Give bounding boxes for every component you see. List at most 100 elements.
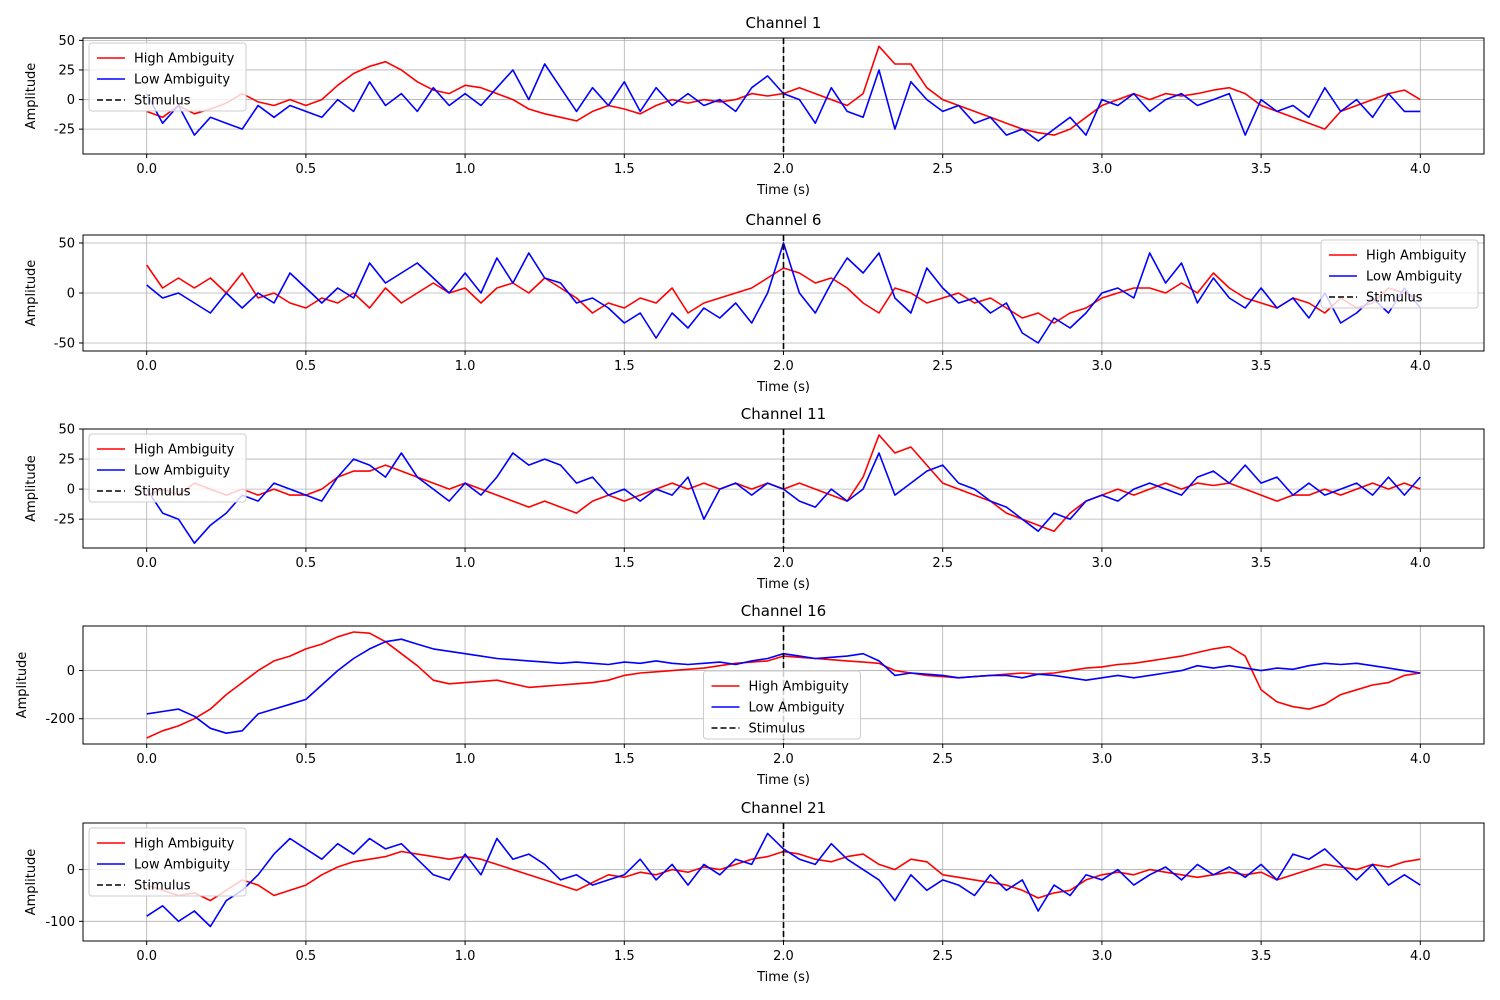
x-tick-label: 0.5	[296, 949, 317, 964]
series-line-low-ambiguity	[146, 242, 1421, 344]
y-tick-label: 50	[58, 237, 75, 252]
legend-label-low-ambiguity: Low Ambiguity	[134, 464, 230, 479]
y-tick-label: -200	[45, 712, 75, 727]
x-tick-label: 4.0	[1410, 359, 1431, 374]
chart-title: Channel 11	[741, 405, 826, 423]
x-axis-label: Time (s)	[756, 183, 810, 198]
y-tick-label: 0	[67, 483, 75, 498]
x-tick-label: 0.5	[296, 752, 317, 767]
x-tick-label: 3.0	[1092, 359, 1113, 374]
y-tick-label: 50	[58, 423, 75, 438]
x-tick-label: 1.0	[455, 752, 476, 767]
legend-box	[88, 42, 247, 112]
legend-label-stimulus: Stimulus	[134, 94, 191, 109]
legend-label-high-ambiguity: High Ambiguity	[134, 443, 235, 458]
x-tick-label: 2.5	[932, 949, 953, 964]
x-tick-label: 1.5	[614, 556, 635, 571]
legend: High Ambiguity Low Ambiguity Stimulus	[88, 42, 247, 112]
legend-box	[88, 827, 247, 897]
x-axis-label: Time (s)	[756, 773, 810, 788]
legend: High Ambiguity Low Ambiguity Stimulus	[88, 433, 247, 503]
x-tick-label: 2.0	[773, 359, 794, 374]
legend-label-low-ambiguity: Low Ambiguity	[1366, 270, 1462, 285]
y-tick-label: -100	[45, 915, 75, 930]
x-tick-label: 3.5	[1251, 752, 1272, 767]
x-tick-label: 3.0	[1092, 949, 1113, 964]
x-tick-label: 0.5	[296, 162, 317, 177]
x-tick-label: 1.5	[614, 949, 635, 964]
legend: High Ambiguity Low Ambiguity Stimulus	[1320, 239, 1479, 309]
x-tick-label: 1.0	[455, 359, 476, 374]
x-tick-label: 4.0	[1410, 752, 1431, 767]
y-axis-label: Amplitude	[15, 652, 30, 719]
x-tick-label: 0.0	[136, 752, 157, 767]
y-tick-label: 0	[67, 93, 75, 108]
legend-label-low-ambiguity: Low Ambiguity	[134, 858, 230, 873]
y-tick-label: 25	[58, 63, 75, 78]
legend: High Ambiguity Low Ambiguity Stimulus	[88, 827, 247, 897]
x-tick-label: 1.5	[614, 359, 635, 374]
y-tick-label: -25	[54, 513, 75, 528]
x-tick-label: 1.0	[455, 162, 476, 177]
y-tick-label: 25	[58, 453, 75, 468]
x-tick-label: 1.5	[614, 752, 635, 767]
y-axis-label: Amplitude	[24, 260, 39, 327]
chart-panel-2: 0.0 0.5 1.0 1.5 2.0 2.5 3.0 3.5 4.0 -50 0 50 Channel…	[24, 211, 1485, 395]
x-tick-label: 3.0	[1092, 162, 1113, 177]
x-tick-label: 0.0	[136, 949, 157, 964]
x-tick-label: 2.0	[773, 752, 794, 767]
x-axis-label: Time (s)	[756, 970, 810, 985]
chart-panel-4: 0.0 0.5 1.0 1.5 2.0 2.5 3.0 3.5 4.0 -200 0 Channel …	[15, 602, 1485, 788]
x-tick-label: 4.0	[1410, 949, 1431, 964]
x-tick-label: 0.5	[296, 556, 317, 571]
legend-label-high-ambiguity: High Ambiguity	[1366, 249, 1467, 264]
x-tick-label: 1.5	[614, 162, 635, 177]
legend: High Ambiguity Low Ambiguity Stimulus	[703, 670, 861, 740]
x-tick-label: 0.0	[136, 162, 157, 177]
legend-box	[1320, 239, 1479, 309]
chart-title: Channel 16	[741, 602, 826, 620]
legend-label-high-ambiguity: High Ambiguity	[749, 680, 850, 695]
chart-panel-5: 0.0 0.5 1.0 1.5 2.0 2.5 3.0 3.5 4.0 -100 0 Channel …	[24, 799, 1485, 985]
y-tick-label: -25	[54, 123, 75, 138]
x-tick-label: 3.5	[1251, 949, 1272, 964]
chart-title: Channel 1	[746, 14, 822, 32]
x-tick-label: 1.0	[455, 556, 476, 571]
legend-label-low-ambiguity: Low Ambiguity	[134, 73, 230, 88]
x-tick-label: 0.0	[136, 556, 157, 571]
legend-label-stimulus: Stimulus	[134, 485, 191, 500]
y-axis-label: Amplitude	[24, 849, 39, 916]
y-tick-label: 0	[67, 287, 75, 302]
legend-box	[703, 670, 861, 740]
x-tick-label: 2.0	[773, 556, 794, 571]
x-tick-label: 2.0	[773, 162, 794, 177]
y-tick-label: -50	[54, 337, 75, 352]
legend-label-high-ambiguity: High Ambiguity	[134, 52, 235, 67]
legend-label-stimulus: Stimulus	[134, 879, 191, 894]
chart-panel-3: 0.0 0.5 1.0 1.5 2.0 2.5 3.0 3.5 4.0 -25 0 25 50 Chann…	[24, 405, 1485, 592]
x-axis-label: Time (s)	[756, 577, 810, 592]
x-tick-label: 3.5	[1251, 359, 1272, 374]
x-tick-label: 2.5	[932, 359, 953, 374]
x-tick-label: 1.0	[455, 949, 476, 964]
x-tick-label: 4.0	[1410, 556, 1431, 571]
x-tick-label: 0.0	[136, 359, 157, 374]
x-tick-label: 3.0	[1092, 752, 1113, 767]
legend-label-high-ambiguity: High Ambiguity	[134, 837, 235, 852]
x-tick-label: 3.5	[1251, 556, 1272, 571]
x-tick-label: 0.5	[296, 359, 317, 374]
x-tick-label: 2.0	[773, 949, 794, 964]
x-axis-label: Time (s)	[756, 380, 810, 395]
x-tick-label: 3.0	[1092, 556, 1113, 571]
series-line-low-ambiguity	[146, 452, 1421, 544]
x-tick-label: 2.5	[932, 162, 953, 177]
chart-title: Channel 21	[741, 799, 826, 817]
y-axis-label: Amplitude	[24, 63, 39, 130]
x-tick-label: 2.5	[932, 556, 953, 571]
y-tick-label: 50	[58, 34, 75, 49]
chart-panel-1: 0.0 0.5 1.0 1.5 2.0 2.5 3.0 3.5 4.0 -25 0 25 50 Chann…	[24, 14, 1485, 198]
y-tick-label: 0	[67, 863, 75, 878]
series-line-low-ambiguity	[146, 832, 1421, 928]
x-tick-label: 3.5	[1251, 162, 1272, 177]
legend-box	[88, 433, 247, 503]
